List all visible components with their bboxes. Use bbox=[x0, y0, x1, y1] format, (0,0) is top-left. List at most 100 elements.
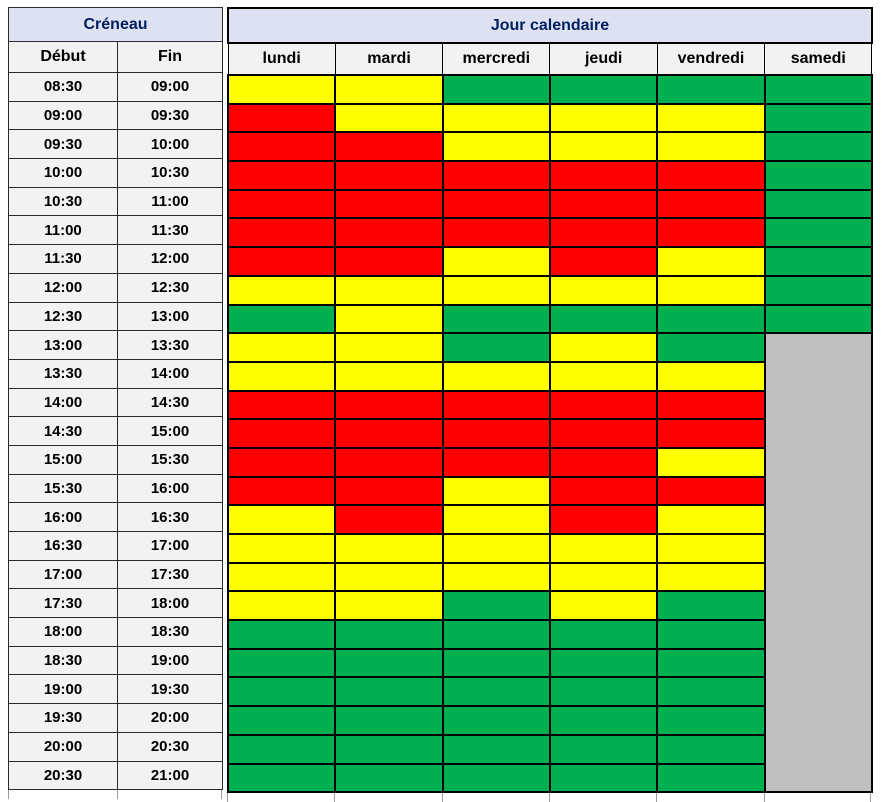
slot-cell-samedi[interactable] bbox=[763, 591, 873, 621]
slot-cell-vendredi[interactable] bbox=[656, 676, 766, 708]
slot-cell-vendredi[interactable] bbox=[656, 274, 766, 306]
slot-cell-mercredi[interactable] bbox=[441, 131, 551, 163]
slot-cell-jeudi[interactable] bbox=[548, 131, 659, 163]
slot-cell-samedi[interactable] bbox=[763, 303, 873, 335]
slot-cell-jeudi[interactable] bbox=[548, 647, 659, 679]
slot-cell-mercredi[interactable] bbox=[441, 74, 551, 105]
slot-cell-vendredi[interactable] bbox=[656, 561, 766, 593]
slot-cell-samedi[interactable] bbox=[763, 763, 873, 794]
slot-cell-mercredi[interactable] bbox=[441, 446, 551, 478]
slot-cell-samedi[interactable] bbox=[763, 74, 873, 105]
slot-cell-lundi[interactable] bbox=[226, 561, 337, 593]
slot-cell-lundi[interactable] bbox=[226, 360, 337, 392]
slot-cell-mercredi[interactable] bbox=[441, 360, 551, 392]
slot-cell-mardi[interactable] bbox=[334, 217, 444, 249]
slot-cell-mardi[interactable] bbox=[334, 188, 444, 220]
slot-cell-vendredi[interactable] bbox=[656, 705, 766, 736]
slot-cell-jeudi[interactable] bbox=[548, 332, 659, 363]
slot-cell-jeudi[interactable] bbox=[548, 360, 659, 392]
slot-cell-mercredi[interactable] bbox=[441, 676, 551, 708]
slot-cell-jeudi[interactable] bbox=[548, 676, 659, 708]
slot-cell-mercredi[interactable] bbox=[441, 647, 551, 679]
slot-cell-samedi[interactable] bbox=[763, 160, 873, 191]
slot-cell-samedi[interactable] bbox=[763, 419, 873, 448]
slot-cell-jeudi[interactable] bbox=[548, 246, 659, 277]
slot-cell-lundi[interactable] bbox=[226, 647, 337, 679]
slot-cell-samedi[interactable] bbox=[763, 188, 873, 220]
slot-cell-mardi[interactable] bbox=[334, 561, 444, 593]
slot-cell-samedi[interactable] bbox=[763, 534, 873, 563]
slot-cell-lundi[interactable] bbox=[226, 418, 337, 449]
slot-cell-jeudi[interactable] bbox=[548, 619, 659, 650]
slot-cell-mercredi[interactable] bbox=[441, 332, 551, 363]
slot-cell-samedi[interactable] bbox=[763, 217, 873, 249]
slot-cell-mercredi[interactable] bbox=[441, 102, 551, 134]
slot-cell-vendredi[interactable] bbox=[656, 332, 766, 363]
slot-cell-samedi[interactable] bbox=[763, 562, 873, 592]
slot-cell-vendredi[interactable] bbox=[656, 217, 766, 249]
slot-cell-mercredi[interactable] bbox=[441, 475, 551, 507]
slot-cell-vendredi[interactable] bbox=[656, 475, 766, 507]
slot-cell-lundi[interactable] bbox=[226, 446, 337, 478]
slot-cell-lundi[interactable] bbox=[226, 676, 337, 708]
slot-cell-vendredi[interactable] bbox=[656, 647, 766, 679]
slot-cell-lundi[interactable] bbox=[226, 303, 337, 335]
slot-cell-lundi[interactable] bbox=[226, 274, 337, 306]
slot-cell-samedi[interactable] bbox=[763, 333, 873, 362]
slot-cell-samedi[interactable] bbox=[763, 102, 873, 134]
slot-cell-mercredi[interactable] bbox=[441, 160, 551, 191]
slot-cell-vendredi[interactable] bbox=[656, 246, 766, 277]
slot-cell-jeudi[interactable] bbox=[548, 303, 659, 335]
slot-cell-mardi[interactable] bbox=[334, 102, 444, 134]
slot-cell-vendredi[interactable] bbox=[656, 360, 766, 392]
slot-cell-vendredi[interactable] bbox=[656, 733, 766, 765]
slot-cell-jeudi[interactable] bbox=[548, 102, 659, 134]
slot-cell-lundi[interactable] bbox=[226, 160, 337, 191]
slot-cell-jeudi[interactable] bbox=[548, 590, 659, 622]
slot-cell-lundi[interactable] bbox=[226, 188, 337, 220]
slot-cell-jeudi[interactable] bbox=[548, 418, 659, 449]
slot-cell-samedi[interactable] bbox=[763, 131, 873, 163]
slot-cell-mardi[interactable] bbox=[334, 676, 444, 708]
slot-cell-jeudi[interactable] bbox=[548, 74, 659, 105]
slot-cell-mardi[interactable] bbox=[334, 332, 444, 363]
slot-cell-samedi[interactable] bbox=[763, 706, 873, 735]
slot-cell-mercredi[interactable] bbox=[441, 274, 551, 306]
slot-cell-vendredi[interactable] bbox=[656, 389, 766, 421]
slot-cell-mercredi[interactable] bbox=[441, 389, 551, 421]
slot-cell-mardi[interactable] bbox=[334, 504, 444, 535]
slot-cell-jeudi[interactable] bbox=[548, 561, 659, 593]
slot-cell-vendredi[interactable] bbox=[656, 533, 766, 564]
slot-cell-mercredi[interactable] bbox=[441, 590, 551, 622]
slot-cell-mardi[interactable] bbox=[334, 131, 444, 163]
slot-cell-jeudi[interactable] bbox=[548, 274, 659, 306]
slot-cell-mardi[interactable] bbox=[334, 590, 444, 622]
slot-cell-vendredi[interactable] bbox=[656, 590, 766, 622]
slot-cell-jeudi[interactable] bbox=[548, 188, 659, 220]
slot-cell-samedi[interactable] bbox=[763, 505, 873, 534]
slot-cell-lundi[interactable] bbox=[226, 619, 337, 650]
slot-cell-lundi[interactable] bbox=[226, 389, 337, 421]
slot-cell-samedi[interactable] bbox=[763, 677, 873, 707]
slot-cell-lundi[interactable] bbox=[226, 475, 337, 507]
slot-cell-lundi[interactable] bbox=[226, 131, 337, 163]
slot-cell-samedi[interactable] bbox=[763, 274, 873, 306]
slot-cell-mardi[interactable] bbox=[334, 475, 444, 507]
slot-cell-samedi[interactable] bbox=[763, 447, 873, 477]
slot-cell-lundi[interactable] bbox=[226, 504, 337, 535]
slot-cell-mercredi[interactable] bbox=[441, 619, 551, 650]
slot-cell-mercredi[interactable] bbox=[441, 246, 551, 277]
slot-cell-mardi[interactable] bbox=[334, 446, 444, 478]
slot-cell-samedi[interactable] bbox=[763, 620, 873, 649]
slot-cell-jeudi[interactable] bbox=[548, 160, 659, 191]
slot-cell-vendredi[interactable] bbox=[656, 74, 766, 105]
slot-cell-mardi[interactable] bbox=[334, 389, 444, 421]
slot-cell-jeudi[interactable] bbox=[548, 504, 659, 535]
slot-cell-lundi[interactable] bbox=[226, 533, 337, 564]
slot-cell-lundi[interactable] bbox=[226, 705, 337, 736]
slot-cell-mardi[interactable] bbox=[334, 274, 444, 306]
slot-cell-lundi[interactable] bbox=[226, 762, 337, 794]
slot-cell-samedi[interactable] bbox=[763, 734, 873, 764]
slot-cell-vendredi[interactable] bbox=[656, 188, 766, 220]
slot-cell-jeudi[interactable] bbox=[548, 762, 659, 794]
